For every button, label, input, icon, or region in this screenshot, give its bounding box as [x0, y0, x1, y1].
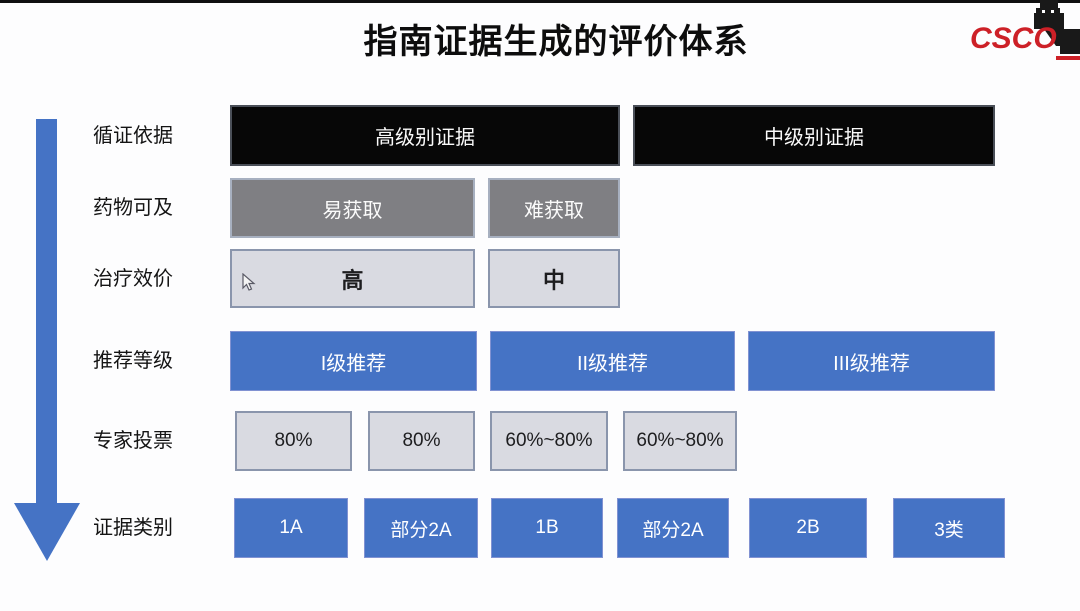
top-letterbox-bar [0, 0, 1080, 3]
flow-down-arrow-shaft [36, 119, 57, 504]
csco-logo-text: CSCO [970, 22, 1057, 55]
box-vote-60-80-b: 60%~80% [623, 411, 737, 471]
box-vote-80-b: 80% [368, 411, 475, 471]
box-high-level-evidence: 高级别证据 [230, 105, 620, 166]
box-category-3: 3类 [893, 498, 1005, 558]
box-hard-access: 难获取 [488, 178, 620, 238]
row-label-treatment-value: 治疗效价 [93, 268, 173, 290]
row-label-recommendation-grade: 推荐等级 [93, 350, 173, 372]
great-wall-icon [1034, 0, 1080, 60]
box-grade-3-recommendation: III级推荐 [748, 331, 995, 391]
slide-title: 指南证据生成的评价体系 [363, 23, 749, 61]
box-category-1a: 1A [234, 498, 348, 558]
row-label-drug-access: 药物可及 [93, 197, 173, 219]
box-grade-2-recommendation: II级推荐 [490, 331, 735, 391]
box-value-medium: 中 [488, 249, 620, 308]
row-label-evidence-category: 证据类别 [93, 517, 173, 539]
box-vote-60-80-a: 60%~80% [490, 411, 608, 471]
box-vote-80-a: 80% [235, 411, 352, 471]
box-easy-access: 易获取 [230, 178, 475, 238]
box-category-partial-2a-b: 部分2A [617, 498, 729, 558]
box-category-2b: 2B [749, 498, 867, 558]
csco-logo: CSCO [954, 0, 1080, 66]
box-mid-level-evidence: 中级别证据 [633, 105, 995, 166]
box-category-1b: 1B [491, 498, 603, 558]
mouse-cursor-icon [242, 273, 256, 291]
flow-down-arrow-head [14, 503, 80, 561]
box-value-high: 高 [230, 249, 475, 308]
box-grade-1-recommendation: I级推荐 [230, 331, 477, 391]
box-category-partial-2a-a: 部分2A [364, 498, 478, 558]
row-label-expert-vote: 专家投票 [93, 430, 173, 452]
row-label-evidence-basis: 循证依据 [93, 125, 173, 147]
